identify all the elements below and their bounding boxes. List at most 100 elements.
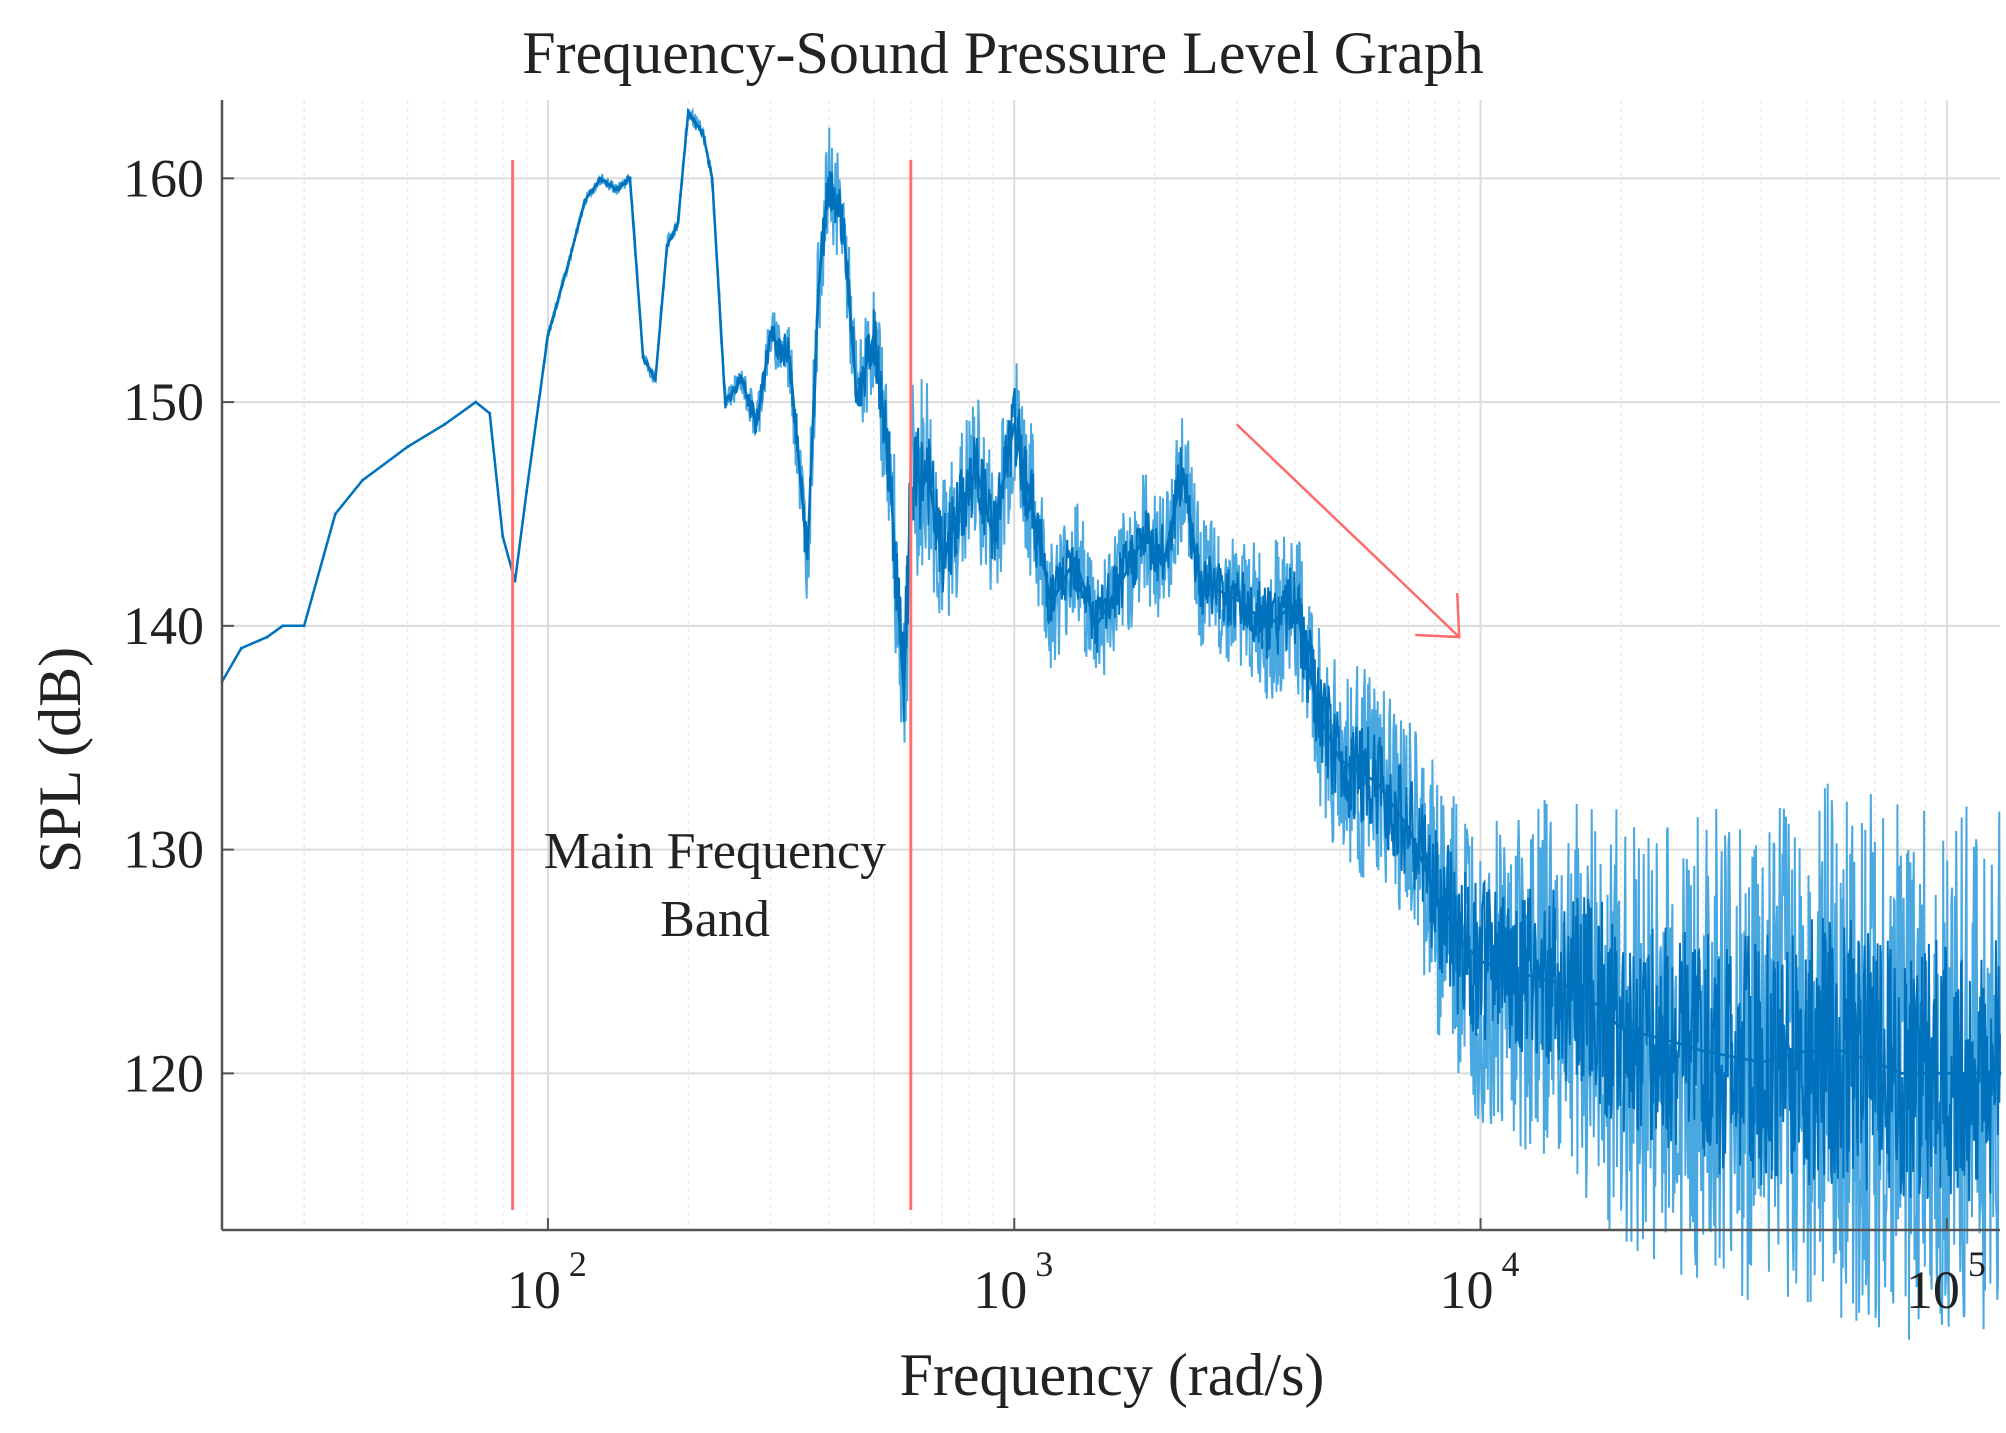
x-axis-label: Frequency (rad/s) xyxy=(899,1342,1325,1408)
data-point xyxy=(940,557,944,561)
data-point xyxy=(1181,467,1185,471)
data-point xyxy=(653,378,657,382)
data-point xyxy=(855,400,859,404)
data-point xyxy=(1759,1060,1763,1064)
grid xyxy=(222,100,2000,1230)
data-point xyxy=(1012,422,1016,426)
data-point xyxy=(1479,959,1483,963)
data-point xyxy=(816,288,820,292)
series-spl xyxy=(220,107,2002,1340)
data-point xyxy=(754,422,758,426)
y-tick-label: 150 xyxy=(123,372,204,432)
y-axis-label: SPL (dB) xyxy=(27,646,93,874)
band-label-line-1: Main Frequency xyxy=(543,823,887,880)
data-point xyxy=(1701,1049,1705,1053)
data-point xyxy=(1032,512,1036,516)
data-point xyxy=(1515,971,1519,975)
data-point xyxy=(501,534,505,538)
arrow-shaft xyxy=(1235,423,1461,638)
data-point xyxy=(1433,892,1437,896)
data-point xyxy=(723,400,727,404)
x-tick-label: 10 xyxy=(507,1260,561,1320)
data-point xyxy=(360,478,364,482)
data-point xyxy=(1338,758,1342,762)
data-point xyxy=(641,355,645,359)
data-point xyxy=(1457,937,1461,941)
data-point xyxy=(442,422,446,426)
data-point xyxy=(513,579,517,583)
data-point xyxy=(1561,982,1565,986)
data-point xyxy=(265,635,269,639)
data-point xyxy=(1619,1027,1623,1031)
trend-arrow xyxy=(1235,423,1461,639)
data-point xyxy=(1664,1038,1668,1042)
data-point xyxy=(583,199,587,203)
data-point xyxy=(1120,579,1124,583)
data-point xyxy=(1221,590,1225,594)
data-point xyxy=(739,378,743,382)
data-point xyxy=(525,490,529,494)
data-point xyxy=(1241,601,1245,605)
data-point xyxy=(1163,557,1167,561)
arrow-head xyxy=(1415,592,1461,639)
data-point xyxy=(1073,557,1077,561)
data-point xyxy=(827,176,831,180)
data-point xyxy=(474,400,478,404)
data-point xyxy=(676,221,680,225)
series-light-trace xyxy=(221,107,2001,1340)
data-point xyxy=(565,266,569,270)
band-label: Main Frequency Band xyxy=(500,818,930,954)
x-tick-label: 10 xyxy=(1440,1260,1494,1320)
data-point xyxy=(887,467,891,471)
y-tick-label: 120 xyxy=(123,1043,204,1103)
data-point xyxy=(1049,601,1053,605)
band-label-line-2: Band xyxy=(660,891,770,948)
x-tick-exponent: 2 xyxy=(569,1244,587,1284)
band-markers xyxy=(511,160,913,1210)
data-point xyxy=(406,445,410,449)
data-point xyxy=(1293,601,1297,605)
data-point xyxy=(686,109,690,113)
data-point xyxy=(841,221,845,225)
data-point xyxy=(805,557,809,561)
data-point xyxy=(1094,624,1098,628)
data-point xyxy=(1598,1004,1602,1008)
data-point xyxy=(599,176,603,180)
data-point xyxy=(1375,780,1379,784)
data-point xyxy=(1998,1071,2002,1075)
data-point xyxy=(768,333,772,337)
y-tick-label: 130 xyxy=(123,820,204,880)
data-point xyxy=(302,624,306,628)
data-point xyxy=(1945,1071,1949,1075)
data-point xyxy=(975,467,979,471)
data-point xyxy=(925,467,929,471)
data-point xyxy=(1900,1071,1904,1075)
x-tick-exponent: 3 xyxy=(1035,1244,1053,1284)
data-point xyxy=(788,355,792,359)
data-point xyxy=(1198,579,1202,583)
data-point xyxy=(665,243,669,247)
data-point xyxy=(239,646,243,650)
data-point xyxy=(701,132,705,136)
data-point xyxy=(1142,534,1146,538)
x-tick-exponent: 4 xyxy=(1502,1244,1520,1284)
data-point xyxy=(991,534,995,538)
data-point xyxy=(488,411,492,415)
data-point xyxy=(872,333,876,337)
x-tick-label: 10 xyxy=(973,1260,1027,1320)
data-point xyxy=(710,176,714,180)
series-dark-trace xyxy=(221,110,2001,1202)
data-point xyxy=(1406,825,1410,829)
x-tick-label: 10 xyxy=(1906,1260,1960,1320)
y-tick-label: 160 xyxy=(123,148,204,208)
x-tick-exponent: 5 xyxy=(1968,1244,1986,1284)
chart-title: Frequency-Sound Pressure Level Graph xyxy=(522,20,1484,86)
data-point xyxy=(628,176,632,180)
data-point xyxy=(1804,1049,1808,1053)
y-tick-label: 140 xyxy=(123,596,204,656)
data-point xyxy=(1317,713,1321,717)
data-point xyxy=(1841,1049,1845,1053)
data-point xyxy=(1873,1060,1877,1064)
